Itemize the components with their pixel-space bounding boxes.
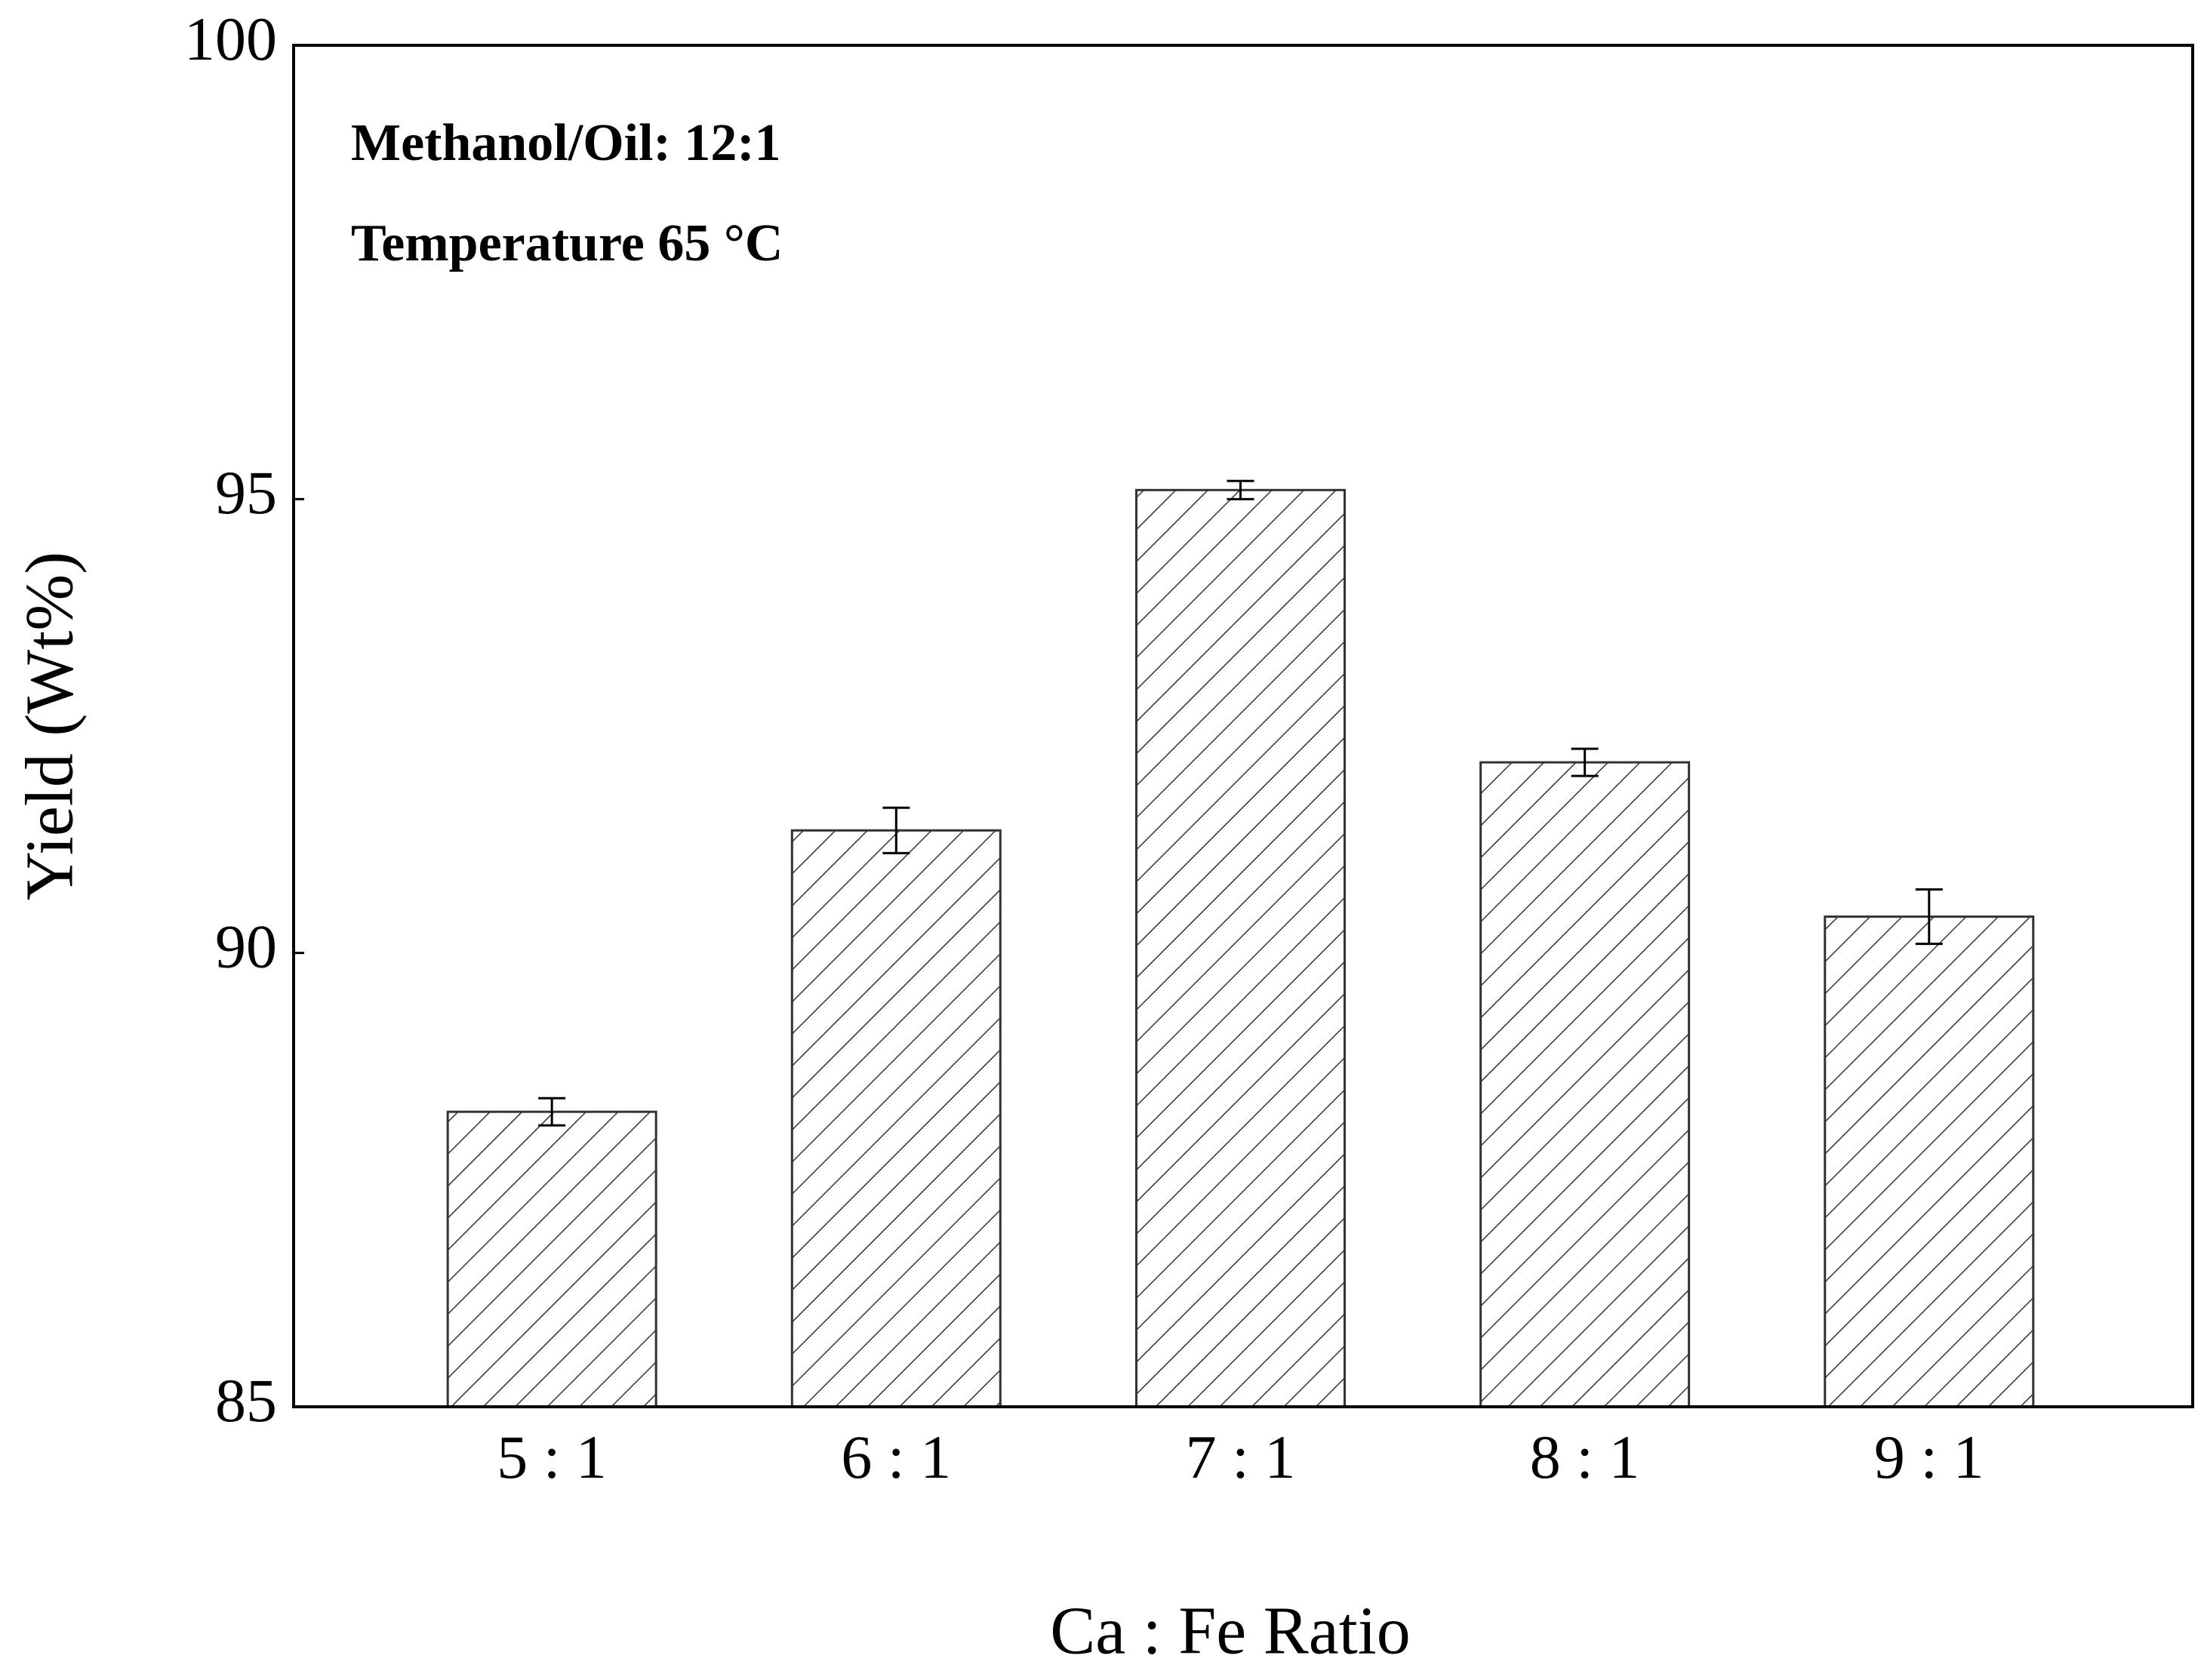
bar	[1824, 915, 2035, 1408]
error-bar	[1571, 747, 1599, 777]
x-tick-label: 7 : 1	[1186, 1423, 1296, 1491]
y-axis-title: Yield (Wt%)	[13, 552, 88, 900]
x-tick-label: 6 : 1	[841, 1423, 951, 1491]
error-bar	[882, 806, 910, 854]
bar	[790, 829, 1002, 1408]
x-tick-label: 8 : 1	[1530, 1423, 1640, 1491]
error-bar	[538, 1097, 566, 1127]
x-axis-title: Ca : Fe Ratio	[1050, 1594, 1410, 1669]
y-tick-label: 85	[215, 1366, 277, 1435]
bar	[446, 1110, 657, 1408]
plot-frame	[292, 44, 2194, 1408]
y-tick-label: 90	[215, 912, 277, 980]
x-tick-label: 9 : 1	[1874, 1423, 1984, 1491]
bar	[1479, 761, 1691, 1408]
y-tick-label: 100	[184, 5, 277, 73]
error-bar	[1227, 479, 1254, 500]
annotation: Methanol/Oil: 12:1	[351, 114, 781, 172]
x-tick-label: 5 : 1	[497, 1423, 607, 1491]
annotation: Temperature 65 °C	[351, 214, 783, 272]
y-tick-label: 95	[215, 458, 277, 527]
error-bar	[1915, 888, 1943, 946]
bar	[1134, 488, 1346, 1408]
